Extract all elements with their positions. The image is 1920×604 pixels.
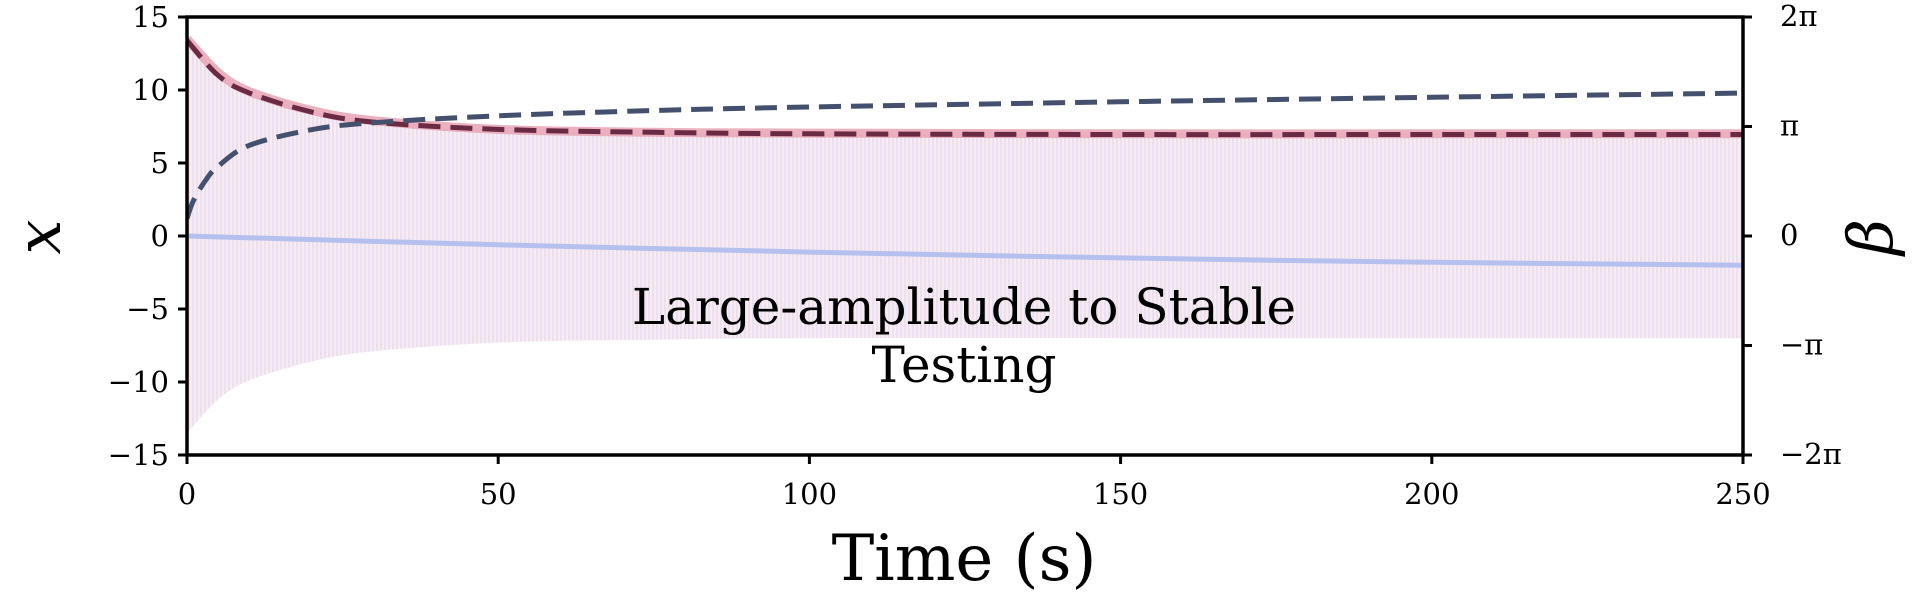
x-tick-label: 150 <box>1093 477 1148 511</box>
y-tick-label: −5 <box>126 292 169 326</box>
y-right-tick-label: 2π <box>1780 0 1818 33</box>
envelope-dashed-line <box>187 38 1743 138</box>
y-tick-label: 10 <box>132 73 169 107</box>
x-axis: 0 50 100 150 200 250 <box>178 455 1771 511</box>
y-right-tick-label: 0 <box>1780 218 1798 252</box>
y-axis-left: −15 −10 −5 0 5 10 15 <box>108 0 187 472</box>
y-tick-label: −10 <box>108 365 169 399</box>
x-axis-title: Time (s) <box>832 522 1097 596</box>
x-tick-label: 250 <box>1715 477 1770 511</box>
y-right-tick-label: −π <box>1780 328 1823 362</box>
y-right-tick-label: π <box>1780 109 1799 143</box>
x-tick-label: 200 <box>1404 477 1459 511</box>
x-tick-label: 0 <box>178 477 196 511</box>
beta-dashed-line <box>187 90 1743 220</box>
y-tick-label: −15 <box>108 438 169 472</box>
y-tick-label: 15 <box>132 0 169 34</box>
annotation-line-2: Testing <box>871 336 1056 394</box>
y-tick-label: 5 <box>151 146 169 180</box>
annotation-line-1: Large-amplitude to Stable <box>632 278 1296 336</box>
y-tick-label: 0 <box>151 219 169 253</box>
y-right-tick-label: −2π <box>1780 437 1842 471</box>
y-axis-right: 2π π 0 −π −2π <box>1743 0 1842 471</box>
plot-area <box>187 35 1743 434</box>
y-axis-right-title: β <box>1834 219 1907 257</box>
x-tick-label: 50 <box>480 477 517 511</box>
drift-line <box>187 233 1743 268</box>
x-tick-label: 100 <box>782 477 837 511</box>
y-axis-title: x <box>2 219 75 254</box>
